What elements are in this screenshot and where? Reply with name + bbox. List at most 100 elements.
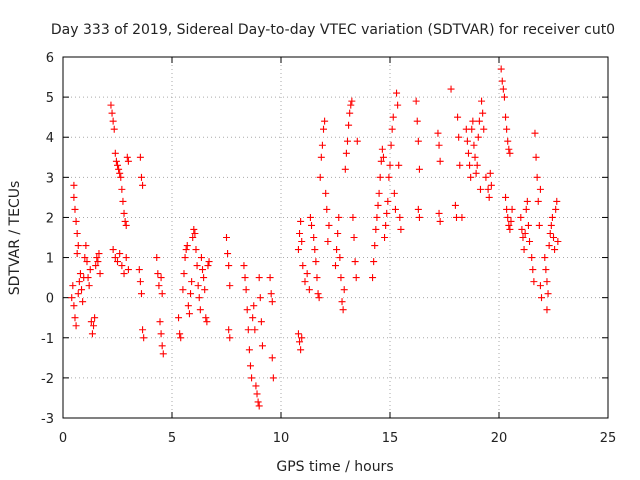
chart-title: Day 333 of 2019, Sidereal Day-to-day VTE… xyxy=(51,22,615,38)
data-point xyxy=(159,350,167,358)
data-point xyxy=(179,286,187,294)
data-point xyxy=(503,125,511,133)
data-point xyxy=(504,213,512,221)
data-point xyxy=(245,346,253,354)
data-point xyxy=(194,282,202,290)
data-point xyxy=(243,306,251,314)
data-point xyxy=(341,165,349,173)
data-point xyxy=(371,242,379,250)
data-point xyxy=(139,181,147,189)
data-point xyxy=(74,242,82,250)
data-point xyxy=(338,298,346,306)
data-point xyxy=(96,270,104,278)
data-point xyxy=(471,153,479,161)
data-point xyxy=(542,266,550,274)
data-point xyxy=(436,157,444,165)
data-points xyxy=(68,65,562,410)
data-point xyxy=(487,181,495,189)
data-point xyxy=(310,234,318,241)
data-point xyxy=(202,314,210,322)
y-tick-label: 2 xyxy=(46,211,54,226)
plot-frame xyxy=(62,56,609,419)
data-point xyxy=(535,221,543,229)
data-point xyxy=(476,185,484,193)
data-point xyxy=(415,213,423,221)
data-point xyxy=(155,282,163,290)
data-point xyxy=(498,77,506,85)
data-point xyxy=(71,314,79,322)
data-point xyxy=(254,398,262,406)
data-point xyxy=(223,234,230,241)
data-point xyxy=(107,101,115,109)
data-point xyxy=(71,205,79,213)
data-point xyxy=(255,402,263,410)
y-tick-label: 3 xyxy=(46,171,54,186)
data-point xyxy=(255,274,263,282)
data-point xyxy=(383,209,391,217)
data-point xyxy=(88,330,96,338)
data-point xyxy=(268,298,276,306)
data-point xyxy=(412,97,420,105)
data-point xyxy=(482,173,490,181)
data-point xyxy=(550,234,557,241)
data-point xyxy=(447,85,455,93)
data-point xyxy=(318,141,326,149)
data-point xyxy=(342,149,350,157)
data-point xyxy=(112,157,120,165)
data-point xyxy=(384,197,392,205)
data-point xyxy=(386,161,394,169)
data-point xyxy=(191,229,199,237)
data-point xyxy=(111,149,119,157)
data-point xyxy=(524,221,532,229)
data-point xyxy=(547,221,555,229)
data-point xyxy=(347,101,355,109)
data-point xyxy=(82,242,90,250)
data-point xyxy=(315,294,323,302)
data-point xyxy=(480,125,488,133)
data-point xyxy=(78,286,86,294)
data-point xyxy=(464,149,472,157)
data-point xyxy=(468,125,476,133)
data-point xyxy=(532,153,540,161)
data-point xyxy=(349,213,357,221)
data-point xyxy=(523,197,531,205)
x-tick-label: 10 xyxy=(273,431,290,446)
data-point xyxy=(522,205,530,213)
data-point xyxy=(505,145,513,153)
data-point xyxy=(305,286,313,294)
data-point xyxy=(393,89,401,97)
data-point xyxy=(184,302,192,310)
data-point xyxy=(340,286,348,294)
data-point xyxy=(114,258,121,266)
data-point xyxy=(73,229,81,237)
data-point xyxy=(95,250,103,258)
data-point xyxy=(543,278,551,286)
data-point xyxy=(517,213,525,221)
data-point xyxy=(529,266,537,274)
data-point xyxy=(83,258,91,266)
data-point xyxy=(94,258,102,266)
data-point xyxy=(531,129,539,137)
y-tick-labels: -3 -2 -1 0 1 2 3 4 5 6 xyxy=(41,51,54,427)
data-point xyxy=(267,290,275,298)
data-point xyxy=(298,334,306,342)
data-point xyxy=(502,113,510,121)
data-point xyxy=(520,246,528,254)
data-point xyxy=(92,262,100,270)
data-point xyxy=(72,322,80,330)
data-point xyxy=(197,254,205,262)
data-point xyxy=(486,169,494,177)
data-point xyxy=(374,201,382,209)
data-point xyxy=(157,274,165,282)
data-point xyxy=(91,314,99,322)
data-point xyxy=(118,185,126,193)
data-point xyxy=(303,270,311,278)
data-point xyxy=(337,274,345,282)
data-point xyxy=(472,169,480,177)
data-point xyxy=(136,153,144,161)
data-point xyxy=(297,217,305,225)
data-point xyxy=(311,246,319,254)
data-point xyxy=(269,374,277,382)
data-point xyxy=(391,205,399,213)
data-point xyxy=(196,306,204,314)
